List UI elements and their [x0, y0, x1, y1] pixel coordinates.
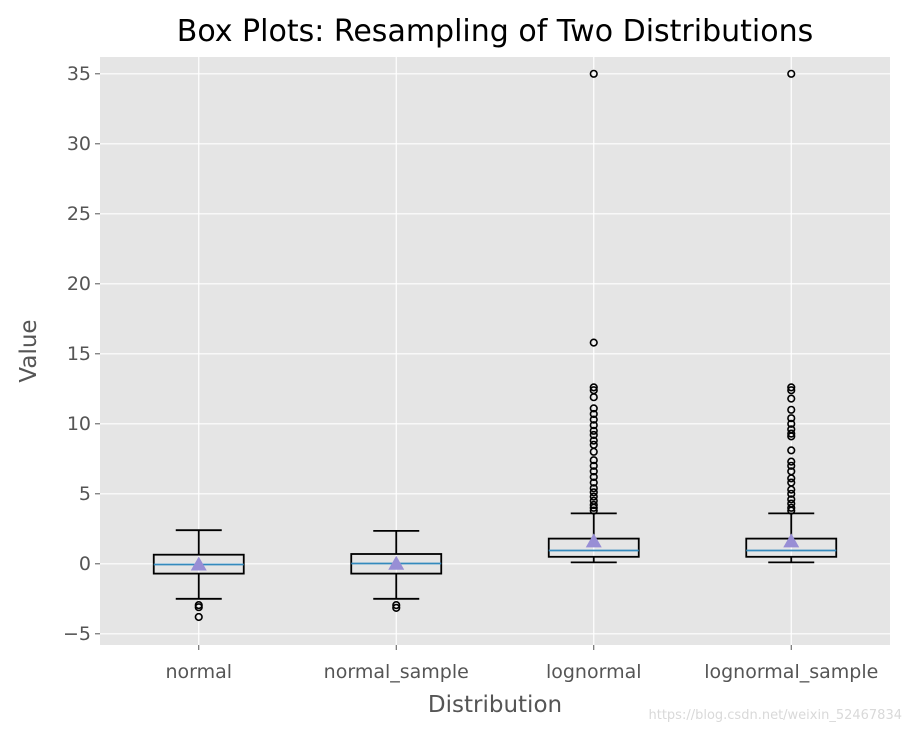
outlier-point	[787, 69, 796, 78]
outlier-point	[589, 472, 598, 482]
outlier-point	[589, 69, 598, 78]
outlier-point	[589, 496, 598, 505]
outlier-point	[787, 467, 796, 476]
outlier-point	[392, 600, 401, 610]
outlier-point	[589, 492, 598, 501]
boxes-layer	[152, 69, 838, 622]
outlier-point	[787, 429, 796, 438]
mean-marker	[388, 555, 405, 570]
x-tick-label: normal	[165, 661, 232, 683]
x-tick-label: lognormal	[546, 661, 642, 683]
outlier-point	[392, 603, 401, 613]
x-tick-label: normal_sample	[324, 661, 469, 683]
outlier-point	[589, 421, 598, 430]
mean-marker	[585, 533, 602, 548]
outlier-point	[589, 338, 598, 347]
outlier-point	[787, 446, 796, 455]
y-axis-label: Value	[16, 319, 42, 382]
x-axis-label: Distribution	[428, 692, 562, 718]
outlier-point	[589, 500, 598, 510]
outlier-point	[589, 484, 598, 493]
outlier-point	[589, 456, 598, 465]
outlier-point	[589, 383, 598, 392]
outlier-point	[787, 383, 796, 392]
outlier-point	[194, 603, 203, 612]
x-tick-label: lognormal_sample	[704, 661, 878, 683]
box-group-lognormal_sample	[745, 69, 838, 564]
outlier-point	[787, 386, 796, 395]
mean-marker	[190, 556, 207, 571]
outlier-point	[589, 461, 598, 470]
outlier-point	[194, 612, 203, 622]
outlier-point	[589, 478, 598, 487]
outlier-point	[787, 503, 796, 512]
outlier-point	[787, 489, 796, 498]
y-tick-label: 15	[67, 343, 91, 365]
outlier-point	[589, 430, 598, 440]
y-tick-label: 20	[67, 273, 91, 295]
plot-area	[100, 57, 890, 645]
y-tick-label: 35	[67, 63, 91, 85]
mean-marker	[783, 533, 800, 548]
y-tick-label: 25	[67, 203, 91, 225]
outlier-point	[787, 499, 796, 508]
outlier-point	[787, 457, 796, 466]
y-tick-label: 5	[79, 483, 91, 505]
y-tick-label: −5	[63, 623, 91, 645]
outlier-point	[787, 425, 796, 434]
outlier-point	[787, 461, 796, 470]
outlier-point	[589, 440, 598, 449]
box-group-normal	[152, 529, 245, 622]
outlier-point	[589, 488, 598, 497]
outlier-point	[787, 414, 796, 423]
watermark-text: https://blog.csdn.net/weixin_52467834	[648, 708, 902, 723]
outlier-point	[589, 467, 598, 476]
outlier-point	[589, 426, 598, 435]
outlier-point	[589, 415, 598, 424]
outlier-point	[787, 419, 796, 428]
outlier-point	[787, 405, 796, 414]
outlier-point	[589, 436, 598, 445]
outlier-point	[589, 409, 598, 419]
y-tick-label: 10	[67, 413, 91, 435]
chart-title: Box Plots: Resampling of Two Distributio…	[177, 14, 814, 49]
outlier-point	[787, 478, 796, 487]
outlier-point	[589, 506, 598, 515]
y-axis-ticks: −5 0 5 10 15 20 25 30 35	[63, 63, 100, 645]
outlier-point	[589, 404, 598, 413]
x-axis-ticks: normal normal_sample lognormal lognormal_sa…	[165, 645, 878, 683]
outlier-point	[589, 386, 598, 395]
box-group-lognormal	[547, 69, 640, 564]
y-tick-label: 30	[67, 133, 91, 155]
outlier-point	[787, 394, 796, 403]
outlier-point	[787, 495, 796, 504]
y-tick-label: 0	[79, 553, 91, 575]
box-group-normal_sample	[350, 530, 443, 613]
